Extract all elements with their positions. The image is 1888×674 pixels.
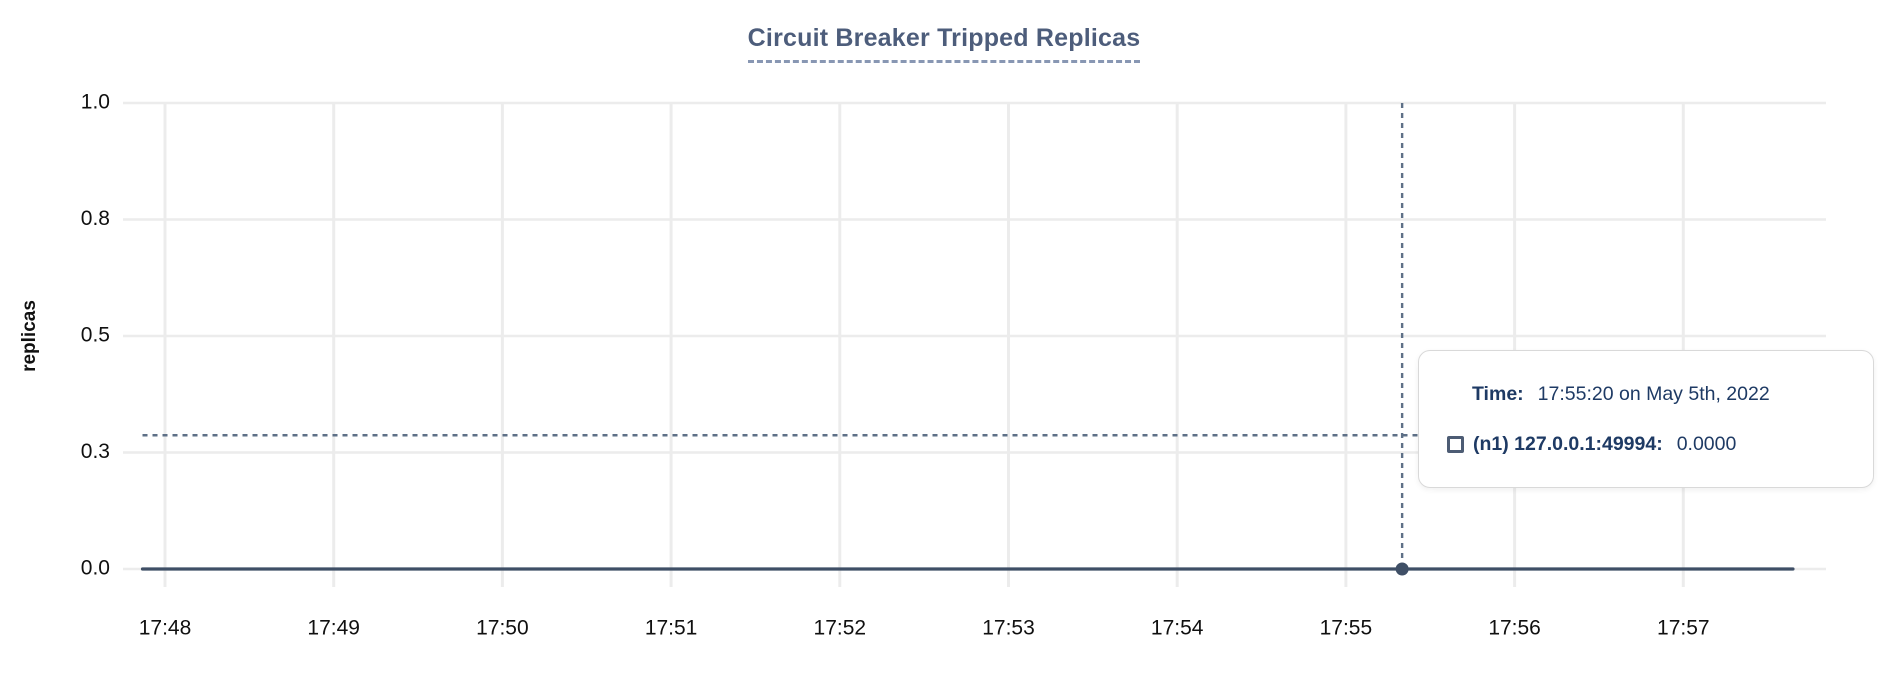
y-tick-label: 1.0 bbox=[81, 91, 110, 114]
x-tick-label: 17:54 bbox=[1151, 617, 1204, 640]
x-tick-label: 17:48 bbox=[139, 617, 192, 640]
chart-title-container: Circuit Breaker Tripped Replicas bbox=[0, 24, 1888, 63]
x-tick-label: 17:49 bbox=[307, 617, 360, 640]
y-tick-label: 0.0 bbox=[81, 557, 110, 580]
y-tick-label: 0.8 bbox=[81, 207, 110, 230]
x-tick-label: 17:55 bbox=[1320, 617, 1373, 640]
x-tick-label: 17:51 bbox=[645, 617, 698, 640]
plot-hover-area[interactable] bbox=[123, 103, 1826, 569]
y-tick-label: 0.5 bbox=[81, 324, 110, 347]
tooltip-time-value: 17:55:20 on May 5th, 2022 bbox=[1537, 382, 1770, 405]
x-tick-label: 17:57 bbox=[1657, 617, 1710, 640]
data-point-marker bbox=[1395, 562, 1409, 576]
tooltip-series-value: 0.0000 bbox=[1676, 432, 1737, 455]
x-tick-label: 17:50 bbox=[476, 617, 529, 640]
x-tick-label: 17:56 bbox=[1488, 617, 1541, 640]
tooltip-series-row: (n1) 127.0.0.1:49994: 0.0000 bbox=[1447, 433, 1873, 456]
y-tick-label: 0.3 bbox=[81, 440, 110, 463]
tooltip-series-label: (n1) 127.0.0.1:49994: bbox=[1473, 432, 1663, 455]
tooltip-time-row: Time: 17:55:20 on May 5th, 2022 bbox=[1472, 383, 1873, 406]
tooltip-time-label: Time: bbox=[1472, 382, 1524, 405]
chart-title: Circuit Breaker Tripped Replicas bbox=[747, 24, 1141, 63]
hover-tooltip: Time: 17:55:20 on May 5th, 2022 (n1) 127… bbox=[1418, 350, 1874, 488]
x-tick-label: 17:52 bbox=[814, 617, 867, 640]
x-tick-label: 17:53 bbox=[982, 617, 1035, 640]
series-square-marker-icon bbox=[1447, 435, 1464, 453]
